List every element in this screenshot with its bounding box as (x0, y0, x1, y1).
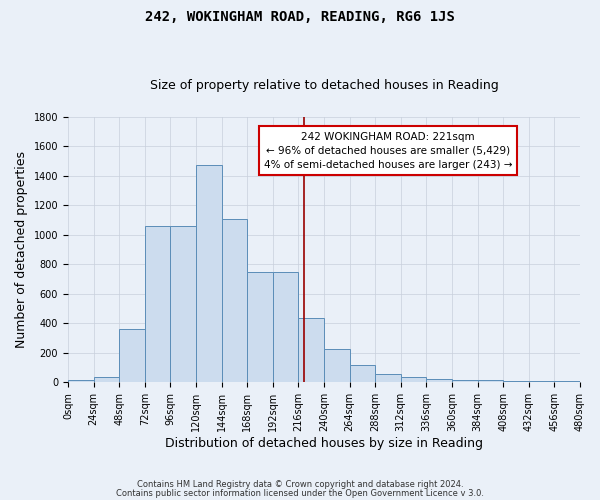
Text: Contains public sector information licensed under the Open Government Licence v : Contains public sector information licen… (116, 488, 484, 498)
Bar (350, 366, 375, 382)
Bar (324, 350, 350, 382)
Text: 242, WOKINGHAM ROAD, READING, RG6 1JS: 242, WOKINGHAM ROAD, READING, RG6 1JS (145, 10, 455, 24)
Bar (427, 379, 452, 382)
Bar (529, 380, 554, 382)
Y-axis label: Number of detached properties: Number of detached properties (15, 151, 28, 348)
Bar (401, 376, 427, 382)
Bar (503, 380, 529, 382)
X-axis label: Distribution of detached houses by size in Reading: Distribution of detached houses by size … (165, 437, 483, 450)
Bar (298, 318, 324, 382)
Bar (247, 272, 273, 382)
Bar (170, 226, 196, 382)
Bar (94, 378, 119, 382)
Bar (145, 226, 170, 382)
Bar (68, 380, 94, 382)
Bar (221, 218, 247, 382)
Text: Contains HM Land Registry data © Crown copyright and database right 2024.: Contains HM Land Registry data © Crown c… (137, 480, 463, 489)
Bar (119, 330, 145, 382)
Bar (478, 380, 503, 382)
Text: 242 WOKINGHAM ROAD: 221sqm
← 96% of detached houses are smaller (5,429)
4% of se: 242 WOKINGHAM ROAD: 221sqm ← 96% of deta… (264, 132, 512, 170)
Bar (273, 272, 298, 382)
Bar (554, 380, 580, 382)
Title: Size of property relative to detached houses in Reading: Size of property relative to detached ho… (149, 79, 499, 92)
Bar (452, 380, 478, 382)
Bar (375, 374, 401, 382)
Bar (196, 166, 221, 382)
